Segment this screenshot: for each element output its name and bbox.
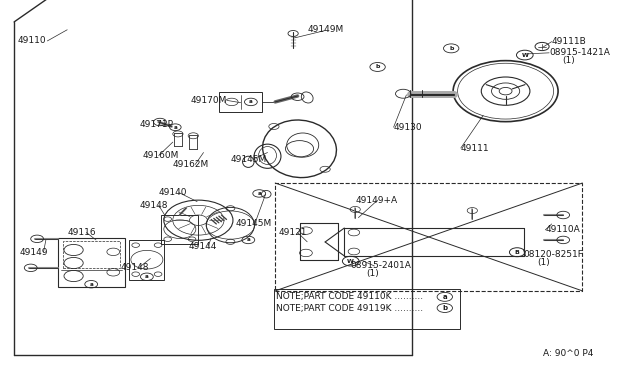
Text: 08915-1421A: 08915-1421A bbox=[549, 48, 610, 57]
Text: 49121: 49121 bbox=[278, 228, 307, 237]
Text: 49145M: 49145M bbox=[236, 219, 272, 228]
Text: 08915-2401A: 08915-2401A bbox=[351, 262, 412, 270]
Text: B: B bbox=[515, 250, 520, 255]
Bar bbox=[161, 215, 198, 244]
Text: 49160M: 49160M bbox=[142, 151, 179, 160]
Text: NOTE;PART CODE 49119K ..........: NOTE;PART CODE 49119K .......... bbox=[276, 304, 424, 312]
Text: 49111: 49111 bbox=[461, 144, 490, 153]
Bar bbox=[129, 240, 164, 280]
Text: (1): (1) bbox=[562, 56, 575, 65]
Text: 49149M: 49149M bbox=[307, 25, 344, 33]
Text: 49171P: 49171P bbox=[140, 120, 173, 129]
Text: 49149: 49149 bbox=[19, 248, 48, 257]
Text: a: a bbox=[173, 125, 177, 130]
Text: b: b bbox=[442, 305, 447, 311]
Bar bbox=[63, 241, 120, 267]
Text: 49110: 49110 bbox=[18, 36, 47, 45]
Text: A: 90^0 P4: A: 90^0 P4 bbox=[543, 349, 593, 358]
Text: a: a bbox=[257, 191, 261, 196]
Text: 49145M: 49145M bbox=[230, 155, 267, 164]
Circle shape bbox=[499, 87, 512, 95]
Text: (1): (1) bbox=[366, 269, 379, 278]
Text: W: W bbox=[348, 259, 354, 264]
Bar bbox=[58, 238, 125, 287]
Text: 08120-8251F: 08120-8251F bbox=[524, 250, 584, 259]
Text: (1): (1) bbox=[538, 258, 550, 267]
Text: a: a bbox=[442, 294, 447, 300]
Text: 49130: 49130 bbox=[394, 123, 422, 132]
Text: 49170M: 49170M bbox=[191, 96, 227, 105]
Text: 49111B: 49111B bbox=[552, 37, 586, 46]
Text: 49140: 49140 bbox=[159, 188, 188, 197]
Bar bbox=[275, 183, 582, 291]
Text: 49116: 49116 bbox=[67, 228, 96, 237]
Text: W: W bbox=[522, 52, 528, 58]
Text: b: b bbox=[449, 46, 453, 51]
Text: 49162M: 49162M bbox=[173, 160, 209, 169]
Text: 49148: 49148 bbox=[140, 201, 168, 210]
Text: b: b bbox=[376, 64, 380, 70]
Text: a: a bbox=[249, 99, 253, 105]
Text: a: a bbox=[246, 237, 250, 243]
Text: NOTE;PART CODE 49110K ..........: NOTE;PART CODE 49110K .......... bbox=[276, 292, 424, 301]
Text: a: a bbox=[90, 282, 93, 287]
Text: 49149+A: 49149+A bbox=[355, 196, 397, 205]
Bar bbox=[219, 92, 262, 112]
Bar bbox=[274, 289, 460, 329]
Text: a: a bbox=[145, 274, 148, 279]
Text: 49110A: 49110A bbox=[545, 225, 580, 234]
Text: 49144: 49144 bbox=[189, 242, 217, 251]
Text: 49148: 49148 bbox=[120, 263, 149, 272]
